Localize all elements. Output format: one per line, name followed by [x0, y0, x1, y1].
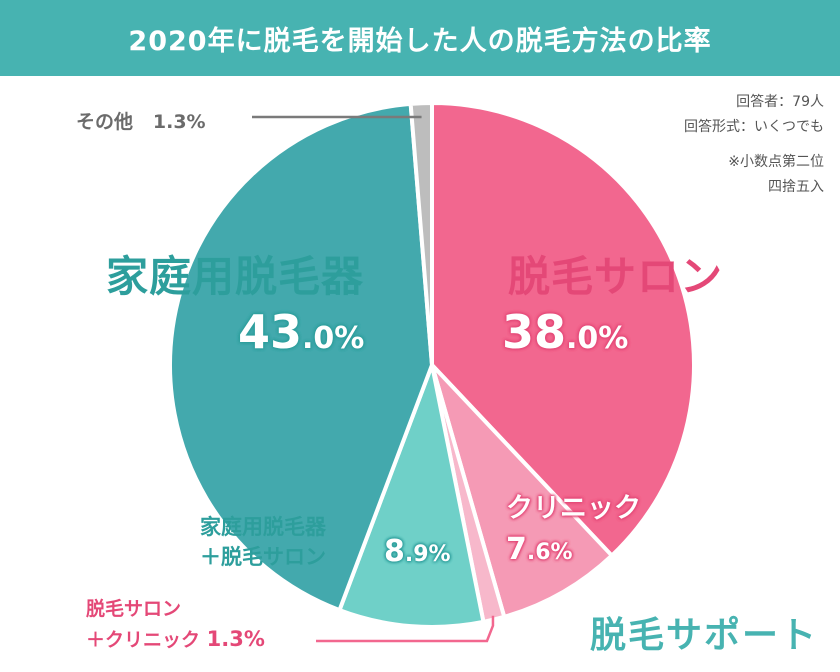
slice-label-other: その他 1.3%: [76, 111, 206, 133]
survey-notes: 回答者：79人 回答形式：いくつでも ※小数点第二位 四捨五入: [564, 90, 824, 200]
slice-label-home-device: 家庭用脱毛器: [106, 252, 365, 301]
slice-label-salon-clinic: 脱毛サロン ＋クリニック 1.3%: [86, 598, 265, 651]
chart-title: 2020年に脱毛を開始した人の脱毛方法の比率: [0, 0, 840, 76]
rounding-note-2: 四捨五入: [768, 179, 824, 195]
slice-value-salon: 38.0%: [502, 305, 629, 359]
slice-label-clinic: クリニック: [506, 493, 641, 524]
slice-other: [408, 101, 434, 367]
answer-format-note: 回答形式：いくつでも: [684, 119, 824, 135]
pie-slices: [168, 101, 696, 629]
slice-value-clinic: 7.6%: [506, 532, 573, 567]
slice-label-home-device-salon: 家庭用脱毛器 ＋脱毛サロン: [200, 515, 326, 569]
slice-value-home-device: 43.0%: [238, 305, 365, 359]
brand-logo: 脱毛サポート: [589, 615, 818, 656]
slice-home-device-salon: [337, 363, 486, 629]
slice-label-salon: 脱毛サロン: [508, 252, 724, 301]
leader-lines: [252, 115, 495, 643]
slice-salon: [430, 101, 696, 558]
slice-value-home-device-salon: 8.9%: [384, 534, 451, 569]
leader-line-salon-clinic: [316, 615, 495, 643]
slice-home-device: [168, 101, 434, 613]
respondents-note: 回答者：79人: [736, 94, 824, 110]
rounding-note: ※小数点第二位: [728, 154, 824, 170]
slice-clinic: [430, 363, 614, 619]
